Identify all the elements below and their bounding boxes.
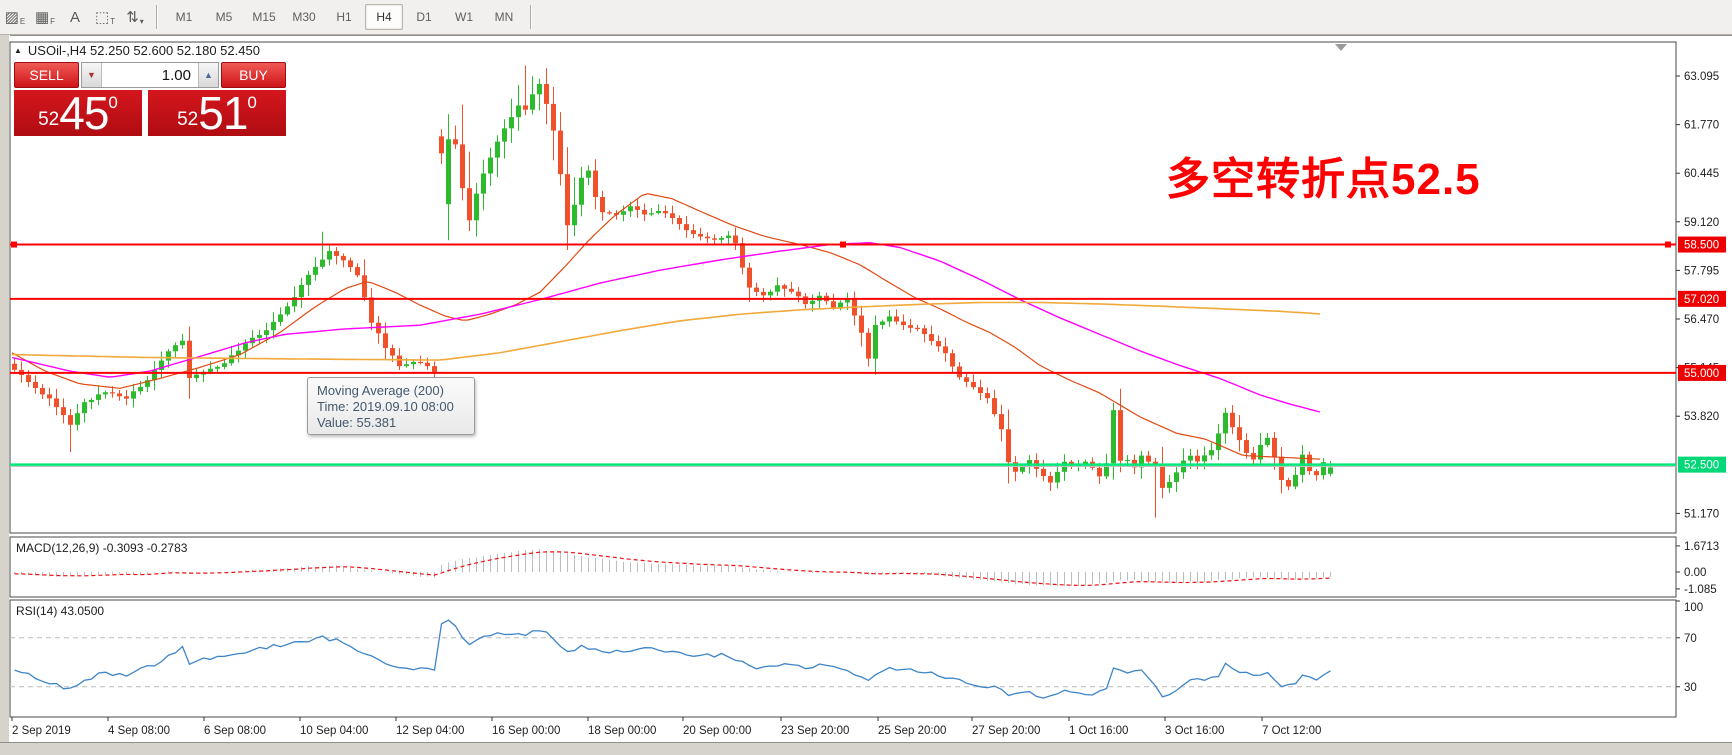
- symbol-ohlc-text: USOil-,H4 52.250 52.600 52.180 52.450: [27, 43, 260, 58]
- macd-label: MACD(12,26,9) -0.3093 -0.2783: [16, 541, 188, 555]
- svg-text:56.470: 56.470: [1684, 314, 1719, 326]
- macd-indicator: 1.6713 0.00 -1.085: [14, 541, 1719, 596]
- collapse-icon[interactable]: ▲: [14, 46, 22, 55]
- svg-text:63.095: 63.095: [1684, 71, 1719, 83]
- buy-price-tile[interactable]: 52 51 0: [148, 90, 286, 136]
- svg-text:61.770: 61.770: [1684, 120, 1719, 132]
- svg-text:53.820: 53.820: [1684, 411, 1719, 423]
- svg-text:70: 70: [1684, 633, 1697, 645]
- chart-shift-marker-icon[interactable]: [1335, 44, 1347, 51]
- drawing-tools-group: ▨ E ▦ F A ⬚ T ⇅ ▾: [0, 4, 150, 30]
- grid-properties-icon[interactable]: ▦ F: [34, 9, 56, 26]
- tf-button-M5[interactable]: M5: [215, 10, 233, 24]
- rsi-indicator: 100 70 30: [10, 600, 1703, 699]
- svg-text:58.500: 58.500: [1684, 240, 1719, 252]
- ma-mid-line[interactable]: [11, 241, 1321, 413]
- hline-handle[interactable]: [11, 241, 17, 248]
- svg-text:25 Sep 20:00: 25 Sep 20:00: [878, 725, 946, 737]
- svg-text:-1.085: -1.085: [1684, 584, 1717, 596]
- svg-text:2 Sep 2019: 2 Sep 2019: [12, 725, 71, 737]
- volume-increase-button[interactable]: ▲: [198, 63, 218, 87]
- svg-text:27 Sep 20:00: 27 Sep 20:00: [972, 725, 1040, 737]
- tf-button-M1[interactable]: M1: [175, 10, 193, 24]
- svg-text:52.500: 52.500: [1684, 460, 1719, 472]
- sell-button[interactable]: SELL: [14, 62, 79, 88]
- candles-layer: [12, 65, 1333, 518]
- rsi-panel-frame: [9, 599, 1677, 718]
- svg-text:59.120: 59.120: [1684, 217, 1719, 229]
- window-bottom-edge: [0, 742, 1732, 755]
- indicator-tooltip: Moving Average (200) Time: 2019.09.10 08…: [307, 377, 475, 435]
- toolbar-separator: [530, 5, 532, 29]
- svg-text:1.6713: 1.6713: [1684, 541, 1719, 553]
- sell-price-sup: 0: [108, 93, 118, 112]
- hline-handle[interactable]: [1665, 241, 1671, 248]
- sell-price-base: 52: [38, 109, 60, 130]
- hline-handle[interactable]: [840, 241, 846, 248]
- buy-button[interactable]: BUY: [221, 62, 286, 88]
- macd-signal-line: [14, 551, 1331, 587]
- font-a-icon[interactable]: A: [69, 8, 80, 26]
- buy-price-sup: 0: [247, 93, 257, 112]
- svg-text:57.020: 57.020: [1684, 294, 1719, 306]
- one-click-trading-panel: SELL ▼ 1.00 ▲ BUY 52 45 0 52 51 0: [14, 62, 286, 136]
- tf-button-D1[interactable]: D1: [416, 10, 432, 24]
- tf-button-W1[interactable]: W1: [455, 10, 473, 24]
- svg-text:4 Sep 08:00: 4 Sep 08:00: [108, 725, 170, 737]
- svg-text:51.170: 51.170: [1684, 508, 1719, 520]
- symbol-ohlc-header: ▲ USOil-,H4 52.250 52.600 52.180 52.450: [14, 43, 260, 58]
- arrange-objects-icon[interactable]: ⇅ ▾: [126, 9, 144, 26]
- ma-slow-200-line[interactable]: [11, 301, 1321, 361]
- svg-text:100: 100: [1684, 602, 1703, 614]
- svg-text:57.795: 57.795: [1684, 265, 1719, 277]
- svg-text:0.00: 0.00: [1684, 567, 1706, 579]
- time-axis[interactable]: 2 Sep 2019 4 Sep 08:00 6 Sep 08:00 10 Sep 0…: [11, 717, 1321, 737]
- svg-text:30: 30: [1684, 682, 1697, 694]
- svg-text:6 Sep 08:00: 6 Sep 08:00: [204, 725, 266, 737]
- sell-price-main: 45: [59, 87, 109, 139]
- draw-styles-icon[interactable]: ▨ E: [4, 9, 26, 26]
- text-frame-icon[interactable]: ⬚ T: [94, 9, 116, 26]
- rsi-label: RSI(14) 43.0500: [16, 604, 105, 618]
- volume-decrease-button[interactable]: ▼: [82, 63, 102, 87]
- tf-button-M30[interactable]: M30: [292, 10, 316, 24]
- main-panel-frame: [9, 41, 1677, 534]
- tf-button-H1[interactable]: H1: [336, 10, 352, 24]
- timeframe-buttons-group: M1 M5 M15 M30 H1 H4 D1 W1 MN: [164, 4, 524, 30]
- svg-text:23 Sep 20:00: 23 Sep 20:00: [781, 725, 849, 737]
- svg-text:3 Oct 16:00: 3 Oct 16:00: [1165, 725, 1224, 737]
- macd-panel-frame: [9, 536, 1677, 598]
- top-toolbar: ▨ E ▦ F A ⬚ T ⇅ ▾ M1 M5 M15 M30 H1 H4 D1 W1 MN: [0, 0, 1732, 35]
- tf-button-MN[interactable]: MN: [494, 10, 514, 24]
- toolbar-separator: [156, 5, 158, 29]
- svg-text:16 Sep 00:00: 16 Sep 00:00: [492, 725, 560, 737]
- svg-text:12 Sep 04:00: 12 Sep 04:00: [396, 725, 464, 737]
- tf-button-M15[interactable]: M15: [252, 10, 276, 24]
- tooltip-time: Time: 2019.09.10 08:00: [317, 399, 454, 414]
- volume-input[interactable]: 1.00: [161, 66, 191, 84]
- buy-price-main: 51: [198, 87, 248, 139]
- buy-price-base: 52: [177, 109, 199, 130]
- svg-text:1 Oct 16:00: 1 Oct 16:00: [1069, 725, 1128, 737]
- svg-text:18 Sep 00:00: 18 Sep 00:00: [588, 725, 656, 737]
- tooltip-value: Value: 55.381: [317, 415, 397, 430]
- svg-text:60.445: 60.445: [1684, 168, 1719, 180]
- svg-text:10 Sep 04:00: 10 Sep 04:00: [300, 725, 368, 737]
- chart-text-annotation[interactable]: 多空转折点52.5: [1166, 155, 1481, 204]
- tooltip-title: Moving Average (200): [317, 383, 444, 398]
- price-axis[interactable]: 63.09561.77060.44559.12057.79556.47055.1…: [1676, 71, 1726, 520]
- tf-button-H4[interactable]: H4: [365, 4, 403, 30]
- volume-stepper: ▼ 1.00 ▲: [81, 62, 219, 88]
- rsi-line: [14, 619, 1331, 699]
- svg-text:20 Sep 00:00: 20 Sep 00:00: [683, 725, 751, 737]
- svg-text:7 Oct 12:00: 7 Oct 12:00: [1262, 725, 1321, 737]
- sell-price-tile[interactable]: 52 45 0: [14, 90, 142, 136]
- svg-text:55.000: 55.000: [1684, 368, 1719, 380]
